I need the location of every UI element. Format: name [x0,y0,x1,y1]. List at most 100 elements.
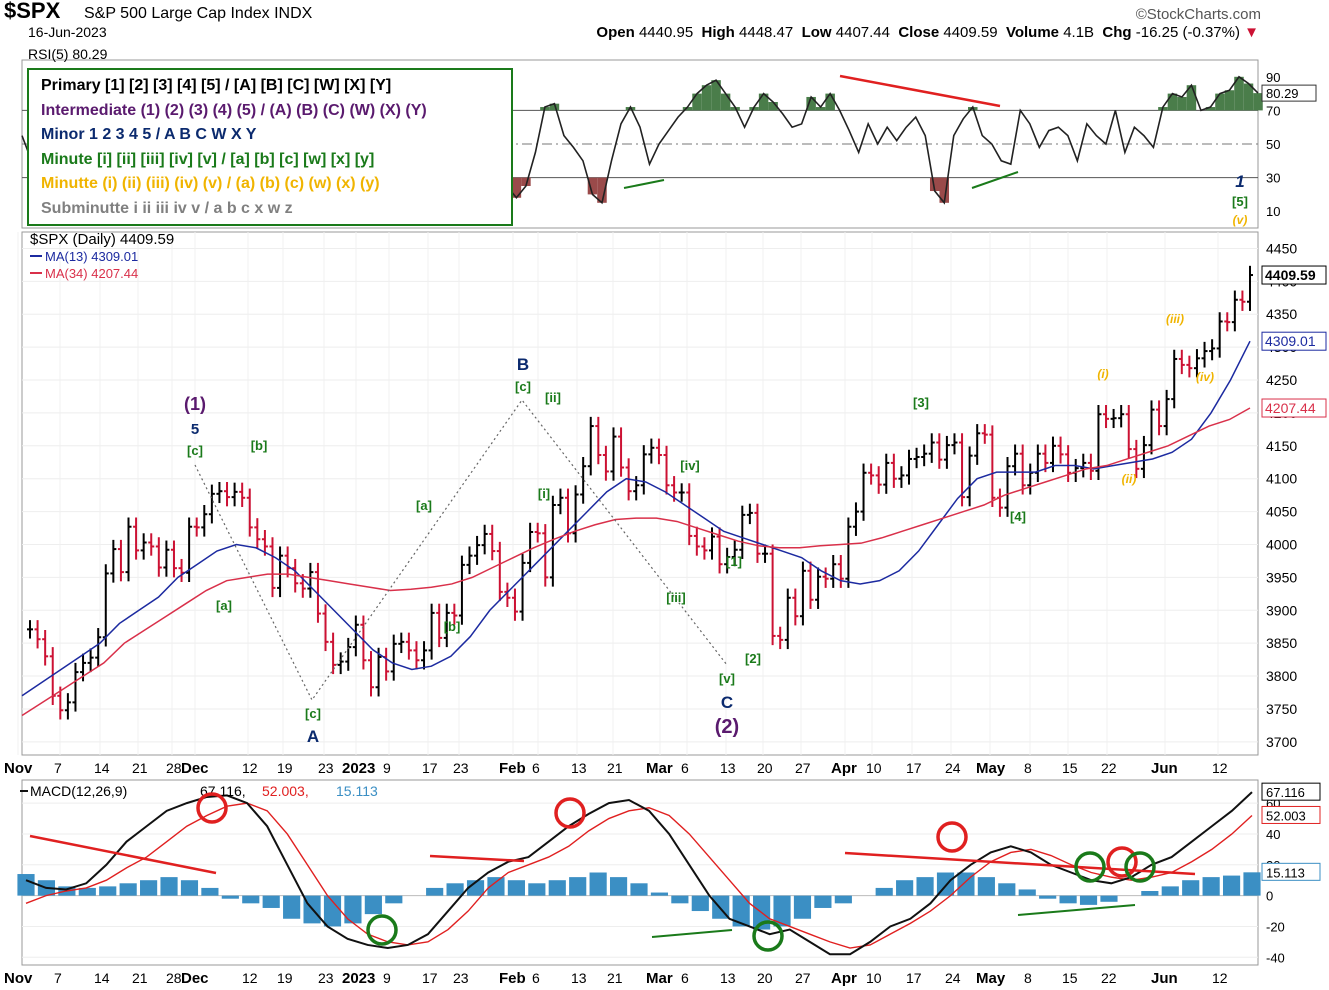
price-bar [254,518,261,549]
wave-label: [c] [305,706,321,721]
price-tick-label: 4050 [1266,504,1297,520]
sell-signal-circle [936,821,968,853]
price-tick-label: 3900 [1266,602,1297,618]
x-tick-label: 8 [1024,760,1032,776]
rsi-overbought-fill [1177,96,1187,111]
price-bar [1103,405,1110,429]
wave-label: C [721,693,733,712]
rsi-oversold-fill [521,177,531,186]
price-bar [208,484,215,524]
price-bar [1042,444,1049,473]
ma13-line [21,340,1251,697]
x-tick-label: 14 [94,760,110,776]
price-tick-label: 3950 [1266,569,1297,585]
wave-dotted-line [194,398,728,702]
x-tick-label: 21 [607,760,623,776]
price-bar [1019,444,1026,495]
price-bar [807,561,814,609]
macd-histogram-bar [630,883,648,896]
down-triangle-icon: ▼ [1244,24,1259,41]
wave-label: (1) [184,394,206,414]
price-bar [648,438,655,464]
sell-signal-circle [554,797,586,829]
macd-x-tick-label: 21 [607,970,623,986]
wave-label: (iii) [1166,312,1184,326]
price-bar [754,503,761,563]
rsi-overbought-fill [1205,107,1216,111]
macd-histogram-bar [650,892,669,896]
macd-x-tick-label: Feb [499,970,526,987]
macd-histogram-bar [160,877,178,896]
price-bar [906,449,913,485]
macd-histogram-bar [814,895,832,908]
price-bar [360,615,367,670]
rsi-bull-divergence-line [623,179,665,189]
macd-histogram-bar [426,887,444,896]
macd-histogram-bar [487,877,505,896]
wave-label: [4] [1010,509,1026,524]
price-bar [1148,400,1155,455]
rsi-overbought-fill [1253,93,1263,111]
wave-label: (v) [1233,213,1248,227]
buy-signal-circle [1124,851,1156,883]
price-bar [367,651,374,697]
price-bar [413,641,420,670]
price-bar [375,647,382,697]
macd-histogram-bar [732,895,750,927]
price-bar [330,632,337,675]
macd-legend-hist: 15.113 [336,783,378,799]
wave-label: [iii] [666,590,686,605]
price-bar [27,620,33,639]
rsi-tick-label: 30 [1266,171,1280,186]
rsi-bear-divergence-line [839,74,1001,108]
macd-x-tick-label: 9 [383,970,391,986]
price-last-label: 4409.59 [1265,267,1316,283]
price-bar [1080,453,1087,478]
rsi-overbought-fill [1167,93,1178,111]
price-tick-label: 4350 [1266,306,1297,322]
quote-line: Open 4440.95 High 4448.47 Low 4407.44 Cl… [596,24,1259,41]
price-bar [822,567,829,588]
price-bar [837,555,844,588]
price-bar [1065,445,1072,482]
x-tick-label: 2023 [342,760,375,777]
macd-histogram-bar [916,877,934,896]
exchange: INDX [274,5,313,22]
symbol: $SPX [4,0,61,23]
price-bar [845,517,852,588]
x-tick-label: Mar [646,760,673,777]
rsi-oversold-fill [597,177,607,203]
rsi-overbought-fill [711,80,721,111]
macd-histogram-bar [528,883,546,896]
macd-line [25,791,1253,956]
rsi-overbought-fill [1215,93,1225,111]
macd-histogram-bar [548,880,566,896]
wave-label: [5] [1232,194,1248,209]
price-bar [868,463,875,485]
macd-x-tick-label: 24 [945,970,961,986]
wave-label: [1] [726,554,742,569]
price-bar [1193,349,1200,378]
price-bar [951,433,958,455]
macd-histogram-bar [793,895,812,919]
macd-histogram-bar [609,877,628,896]
x-tick-label: 27 [795,760,811,776]
index-name: S&P 500 Large Cap Index [84,5,270,22]
rsi-overbought-fill [758,93,769,111]
price-bar [943,435,950,469]
rsi-overbought-fill [1224,90,1235,111]
x-tick-label: 13 [720,760,736,776]
rsi-overbought-fill [806,96,816,111]
legend-subminutte: Subminutte i ii iii iv v / a b c x w z [41,199,293,217]
ma34-line [21,407,1251,717]
price-tick-label: 4150 [1266,438,1297,454]
macd-histogram-bar [977,877,995,896]
price-bar [936,433,943,469]
price-bar [762,544,769,563]
macd-panel [21,779,1259,966]
wave-label: (2) [715,716,739,738]
x-tick-label: 13 [571,760,587,776]
x-tick-label: 21 [132,760,148,776]
macd-histogram-bar [242,895,260,904]
macd-histogram-bar [1039,895,1057,899]
